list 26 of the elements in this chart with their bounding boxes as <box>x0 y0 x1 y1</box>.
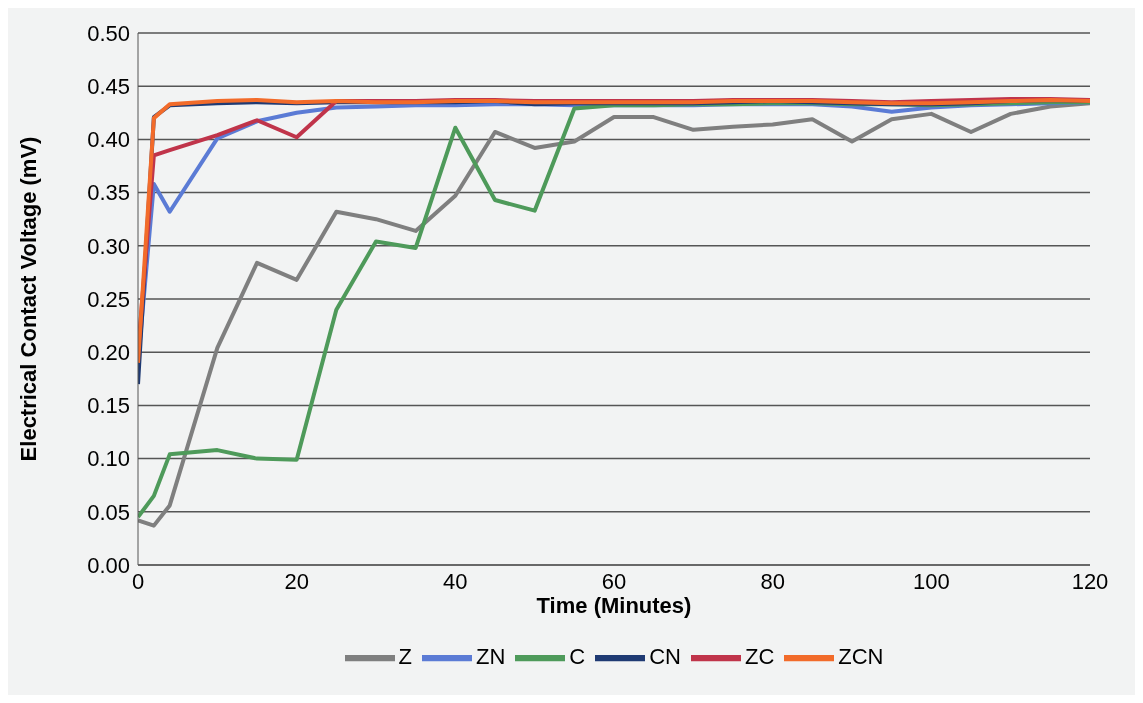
y-tick-label: 0.00 <box>87 552 130 578</box>
y-tick-label: 0.10 <box>87 446 130 472</box>
x-tick-label: 120 <box>1071 568 1109 594</box>
legend-label: Z <box>398 643 412 669</box>
legend-label: ZC <box>744 643 775 669</box>
x-tick-label: 20 <box>284 568 309 594</box>
legend-label: CN <box>649 643 681 669</box>
x-tick-label: 40 <box>443 568 468 594</box>
y-tick-label: 0.20 <box>87 340 130 366</box>
x-tick-label: 60 <box>601 568 627 594</box>
legend-label: ZN <box>475 643 506 669</box>
y-tick-label: 0.05 <box>87 499 130 525</box>
y-tick-label: 0.15 <box>87 393 130 419</box>
x-tick-label: 80 <box>760 568 785 594</box>
y-tick-label: 0.30 <box>87 233 130 259</box>
x-tick-label: 0 <box>131 568 145 594</box>
y-axis-title: Electrical Contact Voltage (mV) <box>15 136 41 462</box>
x-axis-title: Time (Minutes) <box>536 593 692 618</box>
y-tick-label: 0.40 <box>87 127 130 153</box>
y-tick-label: 0.45 <box>87 74 130 100</box>
y-tick-label: 0.50 <box>87 20 130 46</box>
y-tick-label: 0.35 <box>87 180 130 206</box>
legend-label: ZCN <box>838 643 884 669</box>
legend-label: C <box>569 643 586 669</box>
x-tick-label: 100 <box>912 568 950 594</box>
y-tick-label: 0.25 <box>87 286 130 312</box>
